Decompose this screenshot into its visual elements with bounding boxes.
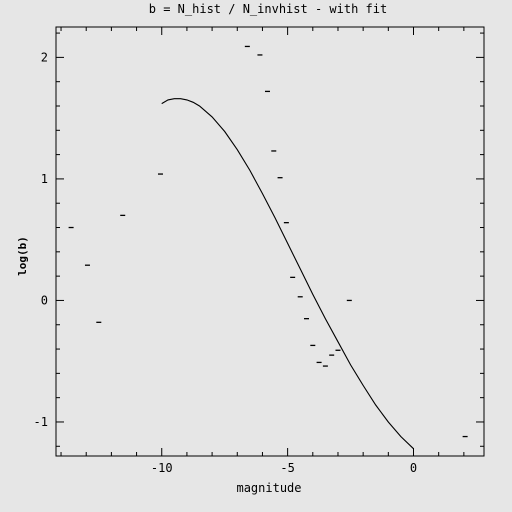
y-tick-label: -1 — [34, 415, 48, 429]
y-tick-label: 2 — [41, 50, 48, 64]
data-points — [68, 45, 468, 438]
chart-title: b = N_hist / N_invhist - with fit — [149, 2, 387, 16]
axis-ticks — [56, 27, 484, 456]
x-tick-label: 0 — [410, 461, 417, 475]
fit-curve — [161, 98, 414, 450]
y-tick-label: 1 — [41, 172, 48, 186]
x-tick-label: -10 — [151, 461, 173, 475]
x-axis-label: magnitude — [236, 481, 301, 495]
y-tick-label: 0 — [41, 293, 48, 307]
plot-frame — [55, 26, 485, 457]
y-axis-label: log(b) — [16, 236, 29, 276]
x-tick-label: -5 — [280, 461, 294, 475]
